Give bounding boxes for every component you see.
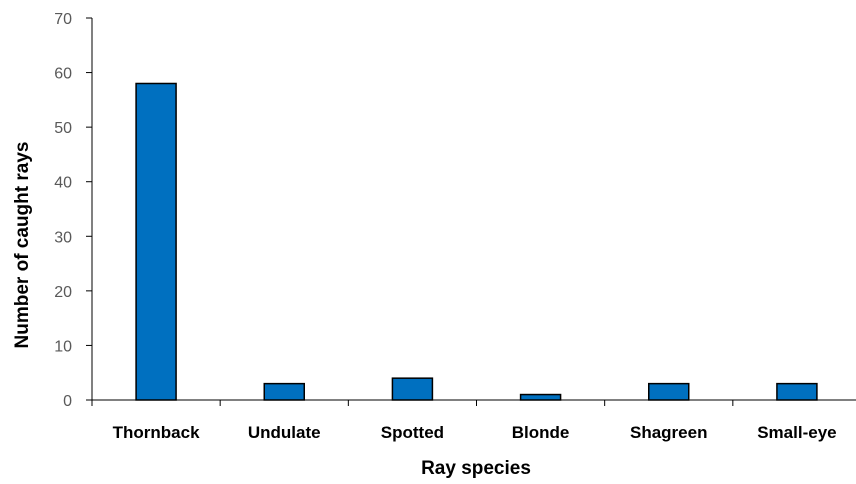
y-tick-label: 20 xyxy=(54,284,72,301)
bar-blonde xyxy=(519,393,562,401)
x-axis: Thornback Undulate Spotted Blonde Shagreen Sm… xyxy=(91,399,856,442)
x-category-label: Spotted xyxy=(381,423,444,442)
x-axis-title: Ray species xyxy=(421,458,531,479)
x-category-label: Thornback xyxy=(113,423,200,442)
y-axis-title: Number of caught rays xyxy=(12,142,33,349)
y-tick-label: 70 xyxy=(54,11,72,28)
y-tick-label: 40 xyxy=(54,175,72,192)
bar-thornback xyxy=(135,82,177,401)
x-category-label: Blonde xyxy=(512,423,570,442)
x-category-label: Undulate xyxy=(248,423,321,442)
bar-small-eye xyxy=(776,382,818,401)
bar-undulate xyxy=(263,382,305,401)
y-tick-label: 10 xyxy=(54,338,72,355)
x-category-label: Shagreen xyxy=(630,423,707,442)
y-tick-label: 0 xyxy=(63,393,72,410)
y-tick-label: 50 xyxy=(54,120,72,137)
y-tick-label: 60 xyxy=(54,66,72,83)
y-axis: 0 10 20 30 40 50 60 70 xyxy=(54,11,93,410)
bar-spotted xyxy=(391,377,434,401)
bars xyxy=(135,82,818,401)
y-tick-label: 30 xyxy=(54,229,72,246)
x-category-label: Small-eye xyxy=(757,423,836,442)
bar-shagreen xyxy=(648,382,690,401)
